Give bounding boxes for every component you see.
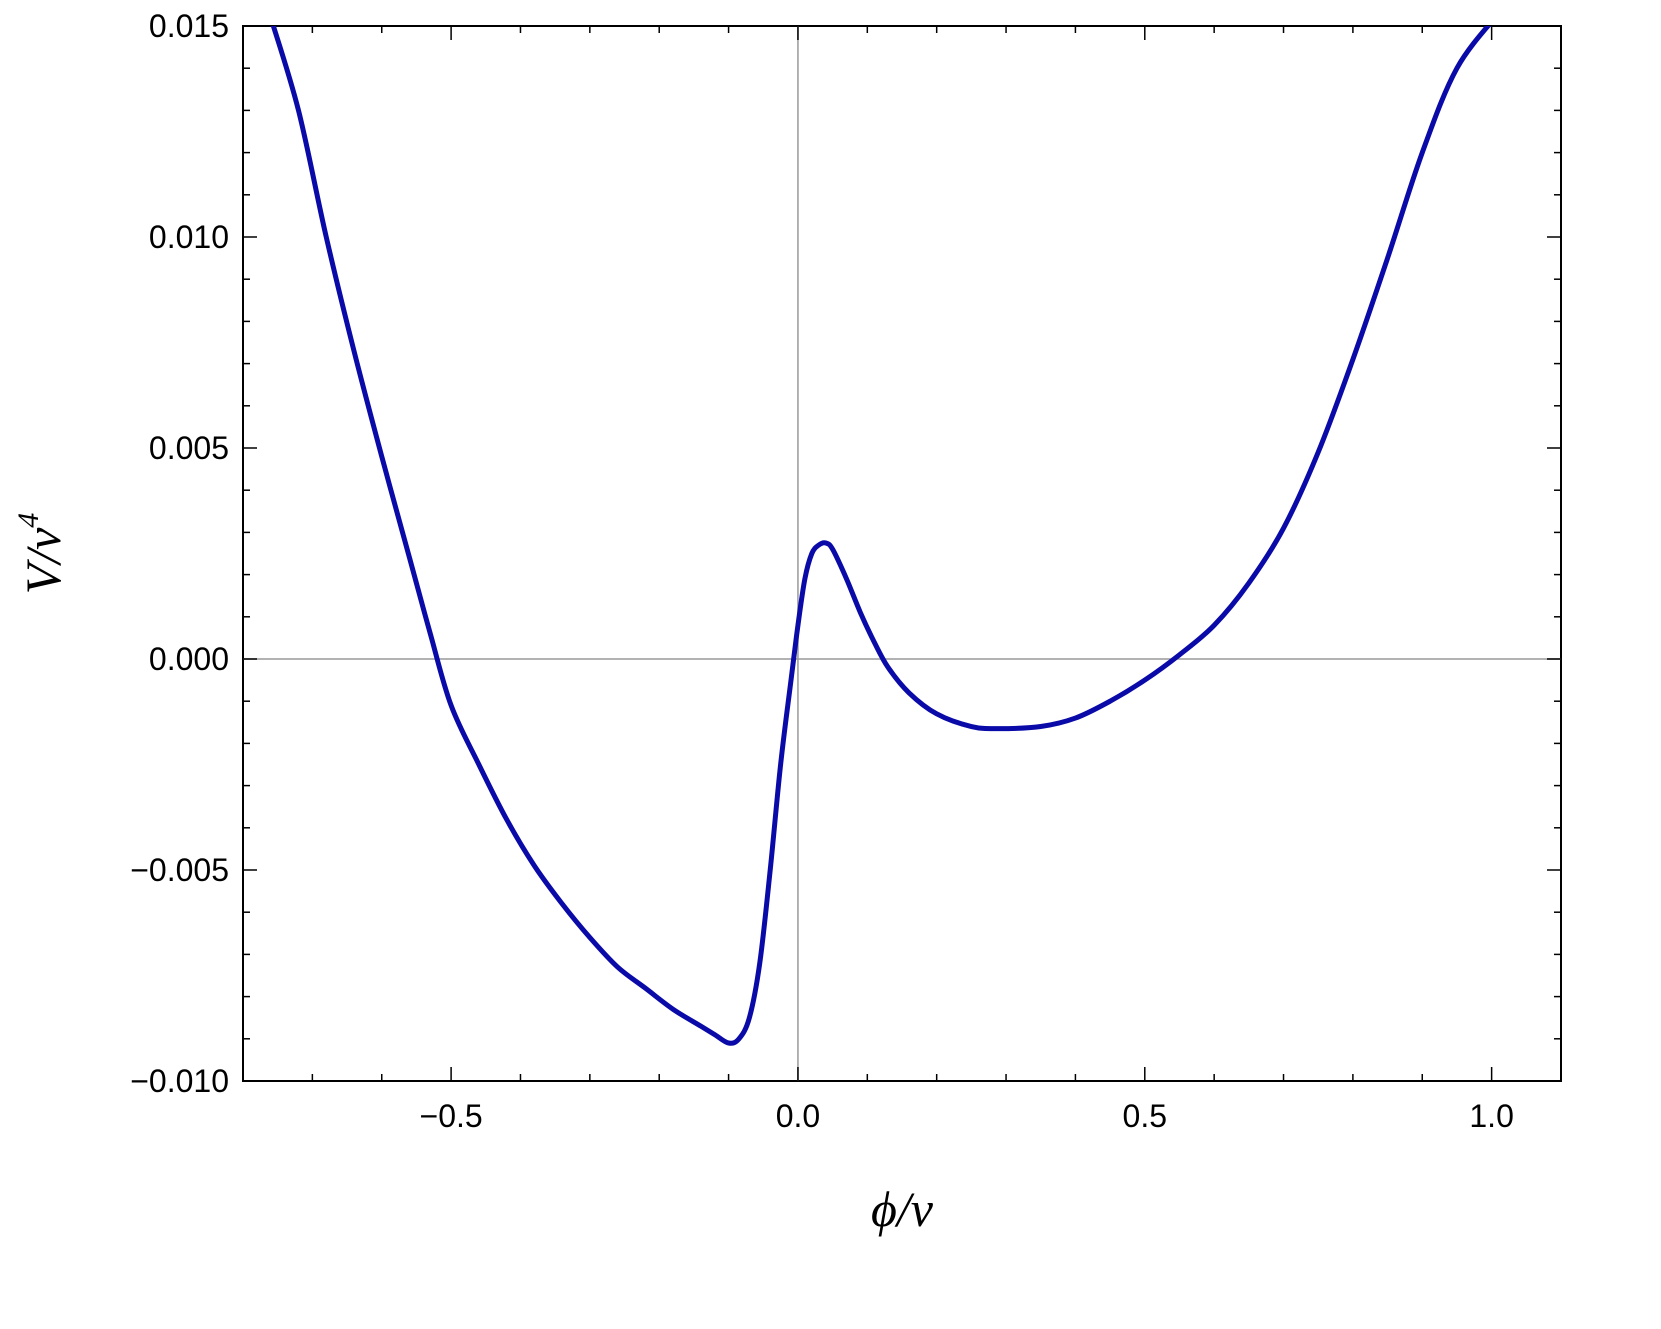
- y-tick-label: −0.005: [130, 852, 229, 888]
- y-axis-label-exponent: 4: [12, 513, 45, 528]
- x-axis-label-base: ϕ/v: [871, 1181, 934, 1237]
- plot-frame: [242, 25, 1562, 1082]
- y-tick-label: −0.010: [130, 1063, 229, 1099]
- x-tick-label: 0.0: [776, 1098, 820, 1134]
- y-tick-label: 0.015: [149, 8, 229, 44]
- tick-labels: −0.5 0.0 0.5 1.0 −0.010 −0.005 0.000 0.005 0.010…: [130, 8, 1514, 1134]
- x-tick-label: 0.5: [1123, 1098, 1167, 1134]
- y-tick-label: 0.005: [149, 430, 229, 466]
- x-axis-label: ϕ/v: [871, 1181, 934, 1237]
- zero-lines: [243, 26, 1561, 1081]
- x-tick-label: 1.0: [1469, 1098, 1513, 1134]
- x-tick-label: −0.5: [420, 1098, 483, 1134]
- y-tick-label: 0.010: [149, 219, 229, 255]
- y-axis-label: V/v4: [12, 513, 71, 595]
- y-tick-label: 0.000: [149, 641, 229, 677]
- y-axis-label-base: V/v: [15, 527, 71, 594]
- axis-ticks: [242, 25, 1562, 1082]
- potential-curve: [270, 26, 1492, 1046]
